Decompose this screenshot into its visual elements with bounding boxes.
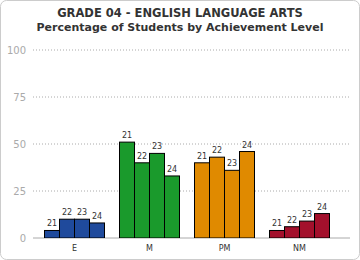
bar (225, 170, 240, 238)
bar-label: 22 (62, 208, 72, 217)
grid-line (33, 191, 350, 192)
grid-line (33, 50, 350, 51)
bar-label: 21 (272, 219, 282, 228)
bar (60, 219, 75, 238)
x-tick-label: NM (293, 244, 306, 253)
grid-line (33, 144, 350, 145)
bar (270, 230, 285, 238)
bar-label: 22 (287, 216, 297, 225)
bar-label: 23 (227, 159, 237, 168)
bar (285, 227, 300, 238)
bar (195, 163, 210, 238)
bar-label: 21 (122, 131, 132, 140)
frame (1, 1, 360, 260)
x-tick-label: PM (219, 244, 231, 253)
y-tick-label: 100 (7, 45, 26, 56)
bar-label: 21 (47, 219, 57, 228)
bar (165, 176, 180, 238)
bar-label: 22 (137, 152, 147, 161)
grid-line (33, 97, 350, 98)
y-tick-label: 25 (13, 186, 26, 197)
bar-label: 23 (77, 208, 87, 217)
x-tick-label: E (72, 244, 77, 253)
bar (120, 142, 135, 238)
y-tick-label: 0 (20, 233, 26, 244)
x-tick-label: M (146, 244, 153, 253)
bar-label: 21 (197, 152, 207, 161)
bar (75, 219, 90, 238)
subtitle: Percentage of Students by Achievement Le… (37, 21, 324, 34)
y-tick-label: 75 (13, 92, 26, 103)
bar-label: 24 (92, 212, 102, 221)
bar (90, 223, 105, 238)
bars (45, 142, 330, 238)
title: GRADE 04 - ENGLISH LANGUAGE ARTS (57, 6, 303, 20)
bar (240, 152, 255, 238)
bar-label: 23 (302, 210, 312, 219)
bar (45, 230, 60, 238)
bar-label: 22 (212, 146, 222, 155)
bar-label: 24 (167, 165, 177, 174)
bar (315, 214, 330, 238)
bar-label: 24 (242, 141, 252, 150)
chart: GRADE 04 - ENGLISH LANGUAGE ARTSPercenta… (0, 0, 360, 260)
bar (210, 157, 225, 238)
bar-label: 23 (152, 142, 162, 151)
bar (150, 153, 165, 238)
bar-label: 24 (317, 203, 327, 212)
bar (135, 163, 150, 238)
bar (300, 221, 315, 238)
y-tick-label: 50 (13, 139, 26, 150)
